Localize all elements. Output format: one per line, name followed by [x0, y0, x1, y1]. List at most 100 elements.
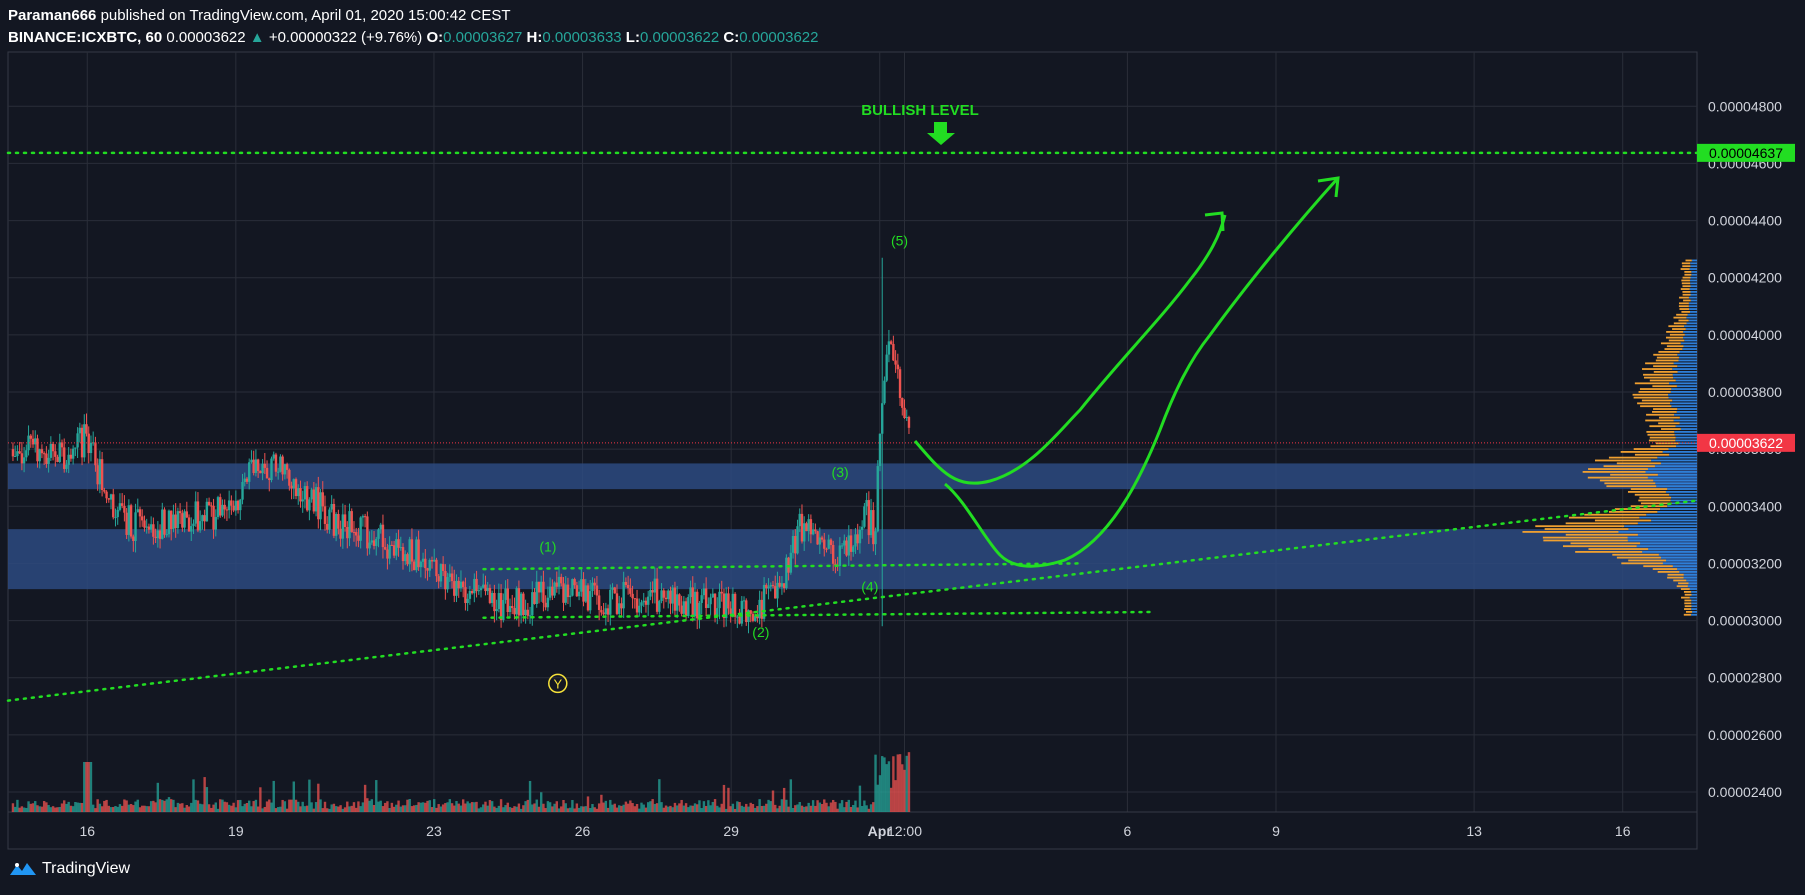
candle-body[interactable]: [426, 568, 429, 571]
candle-body[interactable]: [172, 514, 175, 530]
candle-body[interactable]: [174, 514, 177, 529]
candle-body[interactable]: [678, 594, 681, 606]
candle-body[interactable]: [359, 517, 362, 541]
candle-body[interactable]: [814, 529, 817, 532]
candle-body[interactable]: [212, 505, 215, 530]
candle-body[interactable]: [477, 590, 480, 592]
candle-body[interactable]: [745, 600, 748, 622]
candle-body[interactable]: [894, 360, 897, 365]
candle-body[interactable]: [152, 524, 155, 537]
candle-body[interactable]: [548, 586, 552, 598]
candle-body[interactable]: [731, 593, 735, 614]
candle-body[interactable]: [508, 606, 512, 613]
candle-body[interactable]: [473, 578, 476, 594]
candle-body[interactable]: [412, 561, 416, 571]
candle-body[interactable]: [722, 593, 726, 619]
candle-body[interactable]: [631, 593, 634, 599]
candle-body[interactable]: [98, 459, 102, 485]
candle-body[interactable]: [399, 547, 402, 549]
candle-body[interactable]: [395, 539, 398, 556]
candle-body[interactable]: [424, 558, 427, 569]
candle-body[interactable]: [34, 438, 37, 445]
candle-body[interactable]: [435, 559, 438, 577]
candle-body[interactable]: [190, 526, 193, 532]
candle-body[interactable]: [105, 491, 108, 499]
candle-body[interactable]: [234, 500, 238, 511]
candle-body[interactable]: [736, 616, 739, 618]
candle-body[interactable]: [680, 605, 683, 614]
candle-body[interactable]: [225, 509, 229, 511]
candle-body[interactable]: [250, 459, 253, 463]
candle-body[interactable]: [187, 517, 191, 532]
candle-body[interactable]: [490, 592, 494, 603]
candle-body[interactable]: [408, 539, 411, 565]
candle-body[interactable]: [49, 443, 53, 458]
candle-body[interactable]: [147, 526, 151, 530]
candle-body[interactable]: [840, 545, 844, 547]
candle-body[interactable]: [495, 609, 498, 612]
candle-body[interactable]: [263, 463, 267, 468]
hand-drawings[interactable]: [913, 122, 1340, 568]
candle-body[interactable]: [292, 479, 295, 489]
candle-body[interactable]: [236, 500, 240, 511]
candle-body[interactable]: [47, 457, 50, 464]
candle-body[interactable]: [433, 559, 436, 562]
candle-body[interactable]: [410, 539, 414, 562]
candle-body[interactable]: [867, 500, 871, 536]
candle-body[interactable]: [372, 540, 376, 546]
candle-body[interactable]: [194, 501, 197, 524]
candle-body[interactable]: [493, 592, 496, 612]
candle-body[interactable]: [865, 500, 868, 507]
candle-body[interactable]: [852, 546, 855, 552]
candle-body[interactable]: [577, 591, 581, 597]
candle-body[interactable]: [13, 456, 17, 458]
candle-body[interactable]: [863, 506, 866, 527]
candle-body[interactable]: [524, 609, 527, 616]
candle-body[interactable]: [698, 602, 701, 619]
candle-body[interactable]: [245, 478, 249, 482]
candle-body[interactable]: [568, 595, 572, 598]
candle-body[interactable]: [161, 509, 164, 539]
candle-body[interactable]: [535, 581, 538, 604]
candle-body[interactable]: [791, 535, 795, 553]
candle-body[interactable]: [531, 592, 534, 616]
candle-body[interactable]: [337, 513, 340, 529]
candle-body[interactable]: [219, 497, 222, 516]
candle-body[interactable]: [635, 598, 639, 613]
candle-body[interactable]: [831, 544, 835, 564]
candle-body[interactable]: [437, 576, 440, 582]
candle-body[interactable]: [816, 531, 819, 545]
candle-body[interactable]: [751, 613, 755, 621]
candle-body[interactable]: [348, 511, 351, 539]
candle-body[interactable]: [597, 595, 601, 610]
candle-body[interactable]: [71, 448, 75, 459]
candle-body[interactable]: [589, 591, 592, 611]
candle-body[interactable]: [805, 523, 808, 532]
candle-body[interactable]: [326, 523, 329, 530]
candle-body[interactable]: [181, 513, 184, 528]
candle-body[interactable]: [727, 593, 730, 609]
candle-body[interactable]: [807, 519, 810, 532]
candle-body[interactable]: [203, 515, 206, 522]
candle-body[interactable]: [36, 438, 39, 462]
candle-body[interactable]: [125, 512, 128, 535]
candle-body[interactable]: [361, 516, 365, 518]
candle-body[interactable]: [704, 588, 708, 608]
candle-body[interactable]: [448, 573, 452, 578]
candle-body[interactable]: [198, 521, 202, 531]
candle-body[interactable]: [281, 456, 284, 475]
candle-body[interactable]: [461, 581, 465, 588]
candle-body[interactable]: [183, 511, 186, 528]
candle-body[interactable]: [210, 505, 213, 507]
candle-body[interactable]: [201, 515, 204, 522]
projection-path-1[interactable]: [913, 214, 1227, 485]
candle-body[interactable]: [350, 511, 353, 532]
candle-body[interactable]: [406, 554, 409, 565]
dotted-trendline[interactable]: [482, 610, 1154, 619]
candle-body[interactable]: [127, 505, 131, 535]
candle-body[interactable]: [297, 488, 300, 497]
candle-body[interactable]: [243, 478, 246, 483]
candle-body[interactable]: [649, 590, 652, 597]
candle-body[interactable]: [874, 531, 877, 545]
candle-body[interactable]: [38, 449, 41, 462]
